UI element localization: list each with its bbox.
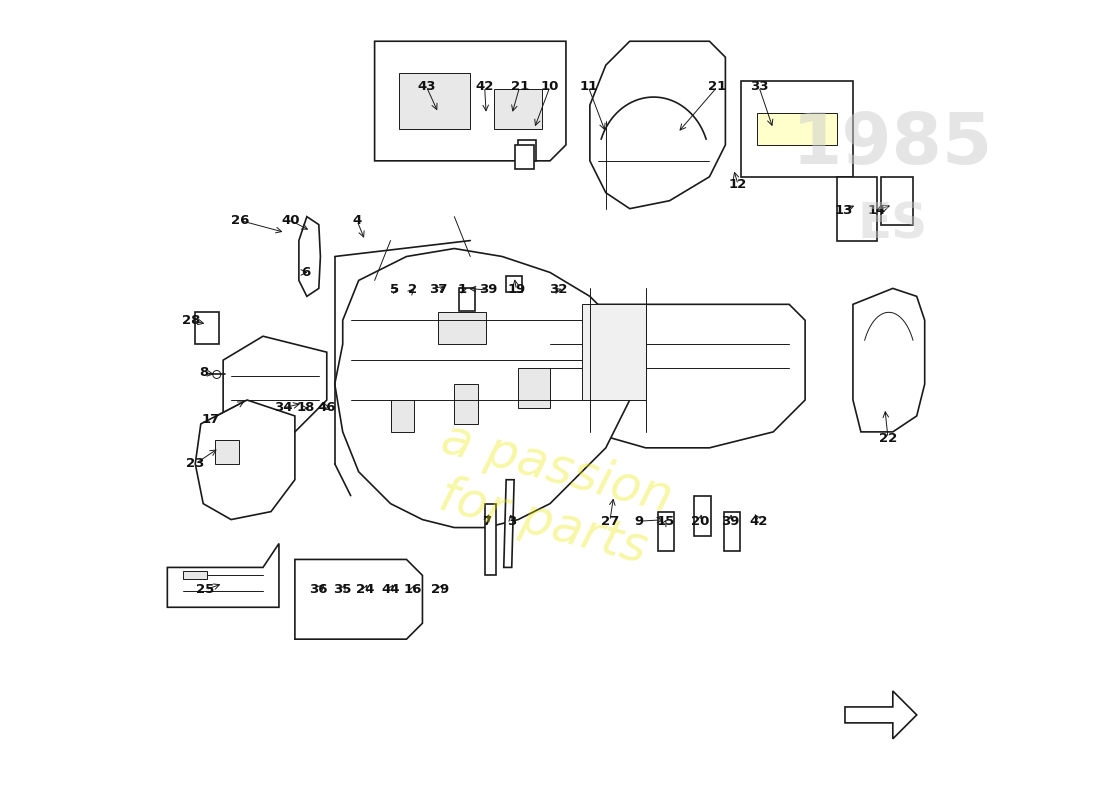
Text: 39: 39 (720, 514, 739, 528)
Polygon shape (375, 42, 565, 161)
Polygon shape (845, 691, 916, 739)
Text: 29: 29 (431, 583, 449, 596)
Polygon shape (223, 336, 327, 440)
Text: 35: 35 (333, 583, 352, 596)
Polygon shape (881, 177, 913, 225)
Text: 13: 13 (834, 204, 852, 217)
Polygon shape (724, 512, 739, 551)
Polygon shape (659, 512, 674, 551)
Text: 39: 39 (478, 283, 497, 297)
Polygon shape (295, 559, 422, 639)
Text: 43: 43 (417, 80, 436, 93)
Text: 22: 22 (879, 432, 898, 445)
Text: 19: 19 (507, 283, 526, 297)
Polygon shape (693, 496, 711, 535)
Text: 34: 34 (274, 402, 293, 414)
Polygon shape (390, 400, 415, 432)
Polygon shape (757, 113, 837, 145)
Text: 12: 12 (729, 178, 747, 191)
Text: 14: 14 (868, 204, 886, 217)
Text: 11: 11 (579, 80, 597, 93)
Polygon shape (195, 400, 295, 519)
Polygon shape (590, 42, 725, 209)
Text: 7: 7 (482, 514, 491, 528)
Polygon shape (195, 312, 219, 344)
Polygon shape (741, 81, 853, 177)
Text: 23: 23 (186, 458, 205, 470)
Polygon shape (504, 480, 514, 567)
Text: 9: 9 (635, 514, 643, 528)
Text: 46: 46 (318, 402, 336, 414)
Polygon shape (216, 440, 239, 464)
Polygon shape (518, 140, 536, 161)
Text: 21: 21 (708, 80, 726, 93)
Text: 25: 25 (197, 583, 215, 596)
Text: 24: 24 (356, 583, 374, 596)
Text: 20: 20 (691, 514, 710, 528)
Text: 17: 17 (202, 413, 220, 426)
Polygon shape (454, 384, 478, 424)
Text: 18: 18 (296, 402, 315, 414)
Polygon shape (494, 89, 542, 129)
Text: 26: 26 (231, 214, 250, 227)
Text: 28: 28 (183, 314, 200, 326)
Polygon shape (334, 249, 629, 527)
Text: ES: ES (858, 201, 928, 249)
Text: 10: 10 (541, 80, 559, 93)
Polygon shape (299, 217, 320, 296)
Polygon shape (518, 368, 550, 408)
Polygon shape (515, 145, 535, 169)
Text: 15: 15 (657, 514, 674, 528)
Text: 3: 3 (507, 514, 516, 528)
Text: 32: 32 (549, 283, 568, 297)
Text: 42: 42 (750, 514, 768, 528)
Text: 36: 36 (309, 583, 328, 596)
Text: 4: 4 (352, 214, 362, 227)
Text: 1: 1 (458, 283, 466, 297)
Polygon shape (398, 73, 471, 129)
Text: 33: 33 (749, 80, 768, 93)
Polygon shape (837, 177, 877, 241)
Text: 1985: 1985 (792, 110, 993, 179)
Text: 44: 44 (382, 583, 399, 596)
Text: 42: 42 (475, 80, 494, 93)
Text: a passion
for parts: a passion for parts (422, 415, 678, 576)
Text: 6: 6 (300, 266, 310, 279)
Text: 37: 37 (429, 283, 448, 297)
Text: 2: 2 (408, 283, 417, 297)
Text: 21: 21 (510, 80, 529, 93)
Text: 27: 27 (601, 514, 619, 528)
Polygon shape (485, 504, 496, 575)
Text: 16: 16 (404, 583, 422, 596)
Polygon shape (506, 277, 522, 292)
Polygon shape (439, 312, 486, 344)
Polygon shape (852, 288, 925, 432)
Polygon shape (459, 288, 475, 310)
Polygon shape (167, 543, 279, 607)
Polygon shape (582, 304, 646, 400)
Text: 8: 8 (199, 366, 209, 379)
Text: 40: 40 (282, 214, 300, 227)
Polygon shape (184, 571, 207, 579)
Polygon shape (454, 304, 805, 448)
Text: 5: 5 (390, 283, 399, 297)
